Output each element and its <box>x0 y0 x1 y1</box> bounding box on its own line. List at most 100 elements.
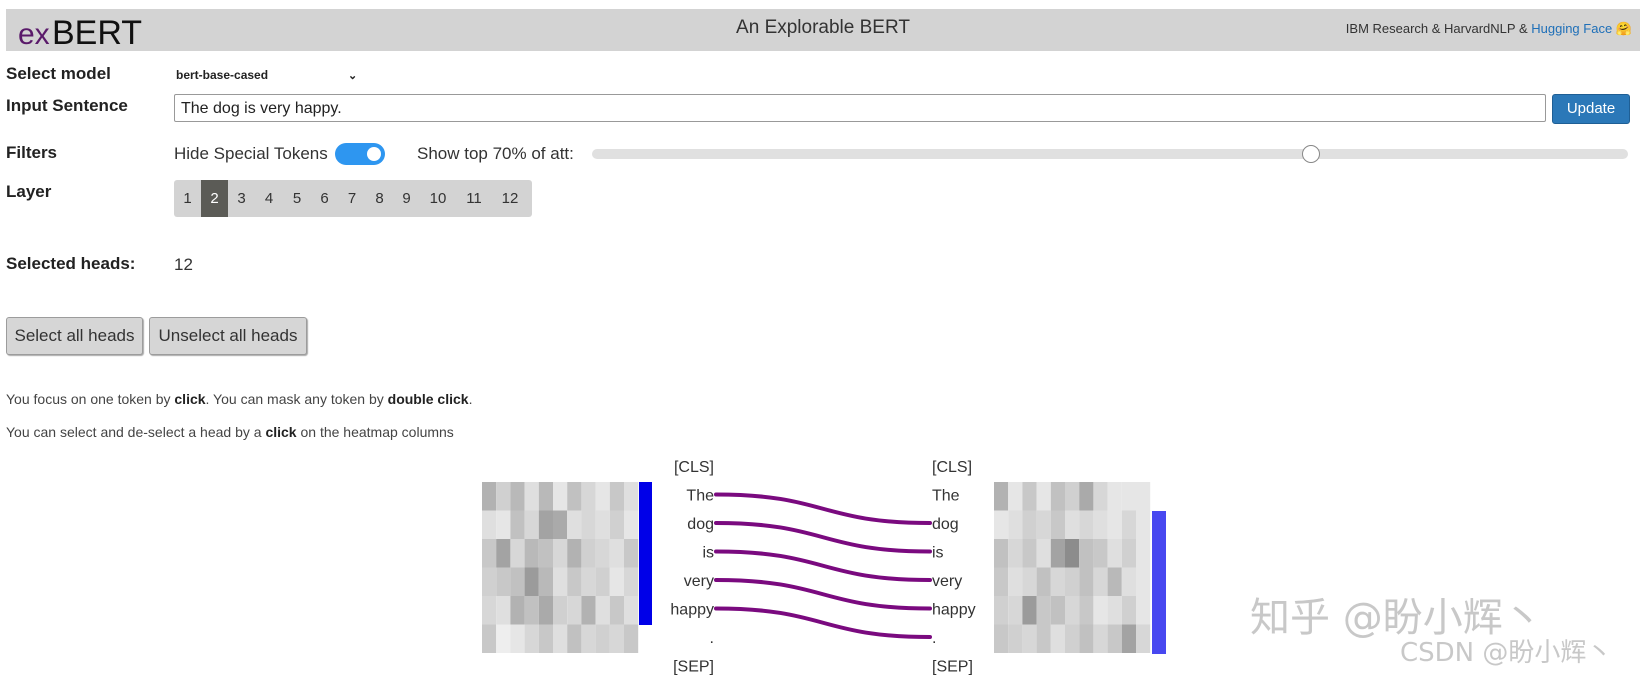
right-heatmap-cell[interactable] <box>1121 567 1136 597</box>
left-heatmap-cell[interactable] <box>624 567 639 597</box>
left-heatmap-cell[interactable] <box>567 482 582 511</box>
right-heatmap-cell[interactable] <box>1079 624 1094 654</box>
left-heatmap-cell[interactable] <box>524 510 539 540</box>
layer-button-9[interactable]: 9 <box>402 190 411 207</box>
left-token[interactable]: dog <box>687 516 714 533</box>
left-heatmap-cell[interactable] <box>524 539 539 568</box>
right-heatmap-cell[interactable] <box>994 510 1009 540</box>
right-heatmap-cell[interactable] <box>1008 567 1023 597</box>
left-heatmap-cell[interactable] <box>595 596 610 625</box>
left-heatmap-cell[interactable] <box>510 482 525 511</box>
left-heatmap-cell[interactable] <box>553 539 568 568</box>
left-heatmap-cell[interactable] <box>524 596 539 625</box>
right-heatmap-cell[interactable] <box>994 482 1009 511</box>
left-token[interactable]: is <box>702 545 714 562</box>
left-heatmap-cell[interactable] <box>567 510 582 540</box>
right-heatmap-cell[interactable] <box>1093 596 1108 625</box>
right-heatmap-cell[interactable] <box>1079 482 1094 511</box>
left-heatmap-cell[interactable] <box>510 624 525 654</box>
layer-button-4[interactable]: 4 <box>264 190 274 207</box>
right-heatmap-cell[interactable] <box>1093 510 1108 540</box>
right-heatmap-cell[interactable] <box>1093 539 1108 568</box>
left-heatmap-cell[interactable] <box>553 510 568 540</box>
left-heatmap-cell[interactable] <box>538 539 553 568</box>
left-heatmap-cell[interactable] <box>496 539 511 568</box>
right-token[interactable]: dog <box>932 516 959 533</box>
layer-button-12[interactable]: 12 <box>501 190 519 207</box>
layer-button-11[interactable]: 11 <box>466 190 482 207</box>
left-heatmap-cell[interactable] <box>496 624 511 654</box>
right-token[interactable]: The <box>932 488 960 505</box>
right-heatmap-cell[interactable] <box>1050 624 1065 654</box>
sentence-input[interactable]: The dog is very happy. <box>174 94 1546 122</box>
left-heatmap-cell[interactable] <box>496 567 511 597</box>
right-heatmap-cell[interactable] <box>1107 596 1122 625</box>
left-heatmap-cell[interactable] <box>595 624 610 654</box>
left-heatmap-cell[interactable] <box>581 624 596 654</box>
left-heatmap-cell[interactable] <box>581 539 596 568</box>
right-heatmap-cell[interactable] <box>1050 482 1065 511</box>
left-heatmap-cell[interactable] <box>538 596 553 625</box>
right-token[interactable]: very <box>932 573 962 590</box>
right-token[interactable]: [SEP] <box>932 659 973 676</box>
left-token[interactable]: [SEP] <box>673 659 714 676</box>
model-select[interactable]: bert-base-cased ⌄ <box>176 68 357 82</box>
right-heatmap-cell[interactable] <box>1065 482 1080 511</box>
layer-button-6[interactable]: 6 <box>320 190 329 207</box>
left-heatmap-cell[interactable] <box>581 567 596 597</box>
right-heatmap-cell[interactable] <box>1050 510 1065 540</box>
layer-button-10[interactable]: 10 <box>429 190 447 207</box>
left-heatmap-cell[interactable] <box>553 567 568 597</box>
left-heatmap-cell[interactable] <box>609 539 624 568</box>
right-heatmap-cell[interactable] <box>1121 539 1136 568</box>
left-heatmap-cell[interactable] <box>510 539 525 568</box>
right-heatmap-cell[interactable] <box>1136 482 1151 511</box>
left-heatmap-cell[interactable] <box>624 482 639 511</box>
left-token[interactable]: The <box>686 488 714 505</box>
layer-button-1[interactable]: 1 <box>183 190 192 207</box>
left-heatmap-cell[interactable] <box>595 510 610 540</box>
left-heatmap-cell[interactable] <box>609 567 624 597</box>
left-token[interactable]: . <box>710 630 714 647</box>
left-heatmap-cell[interactable] <box>609 596 624 625</box>
right-heatmap-cell[interactable] <box>1121 510 1136 540</box>
left-heatmap-cell[interactable] <box>553 624 568 654</box>
left-heatmap-cell[interactable] <box>538 567 553 597</box>
left-heatmap-cell[interactable] <box>482 510 497 540</box>
left-heatmap-cell[interactable] <box>482 624 497 654</box>
top-att-slider[interactable] <box>592 149 1628 159</box>
left-heatmap-cell[interactable] <box>609 482 624 511</box>
left-heatmap-cell[interactable] <box>482 567 497 597</box>
right-heatmap-cell[interactable] <box>1008 510 1023 540</box>
right-heatmap-cell[interactable] <box>1136 510 1151 540</box>
right-heatmap-cell[interactable] <box>1065 624 1080 654</box>
right-heatmap-cell[interactable] <box>1008 482 1023 511</box>
right-heatmap-cell[interactable] <box>1036 510 1051 540</box>
left-heatmap-cell[interactable] <box>624 539 639 568</box>
right-heatmap-cell[interactable] <box>1022 567 1037 597</box>
left-heatmap-cell[interactable] <box>609 510 624 540</box>
right-heatmap-cell[interactable] <box>1008 596 1023 625</box>
right-heatmap-cell[interactable] <box>1065 510 1080 540</box>
right-heatmap-cell[interactable] <box>1079 596 1094 625</box>
left-heatmap-cell[interactable] <box>624 596 639 625</box>
left-heatmap-cell[interactable] <box>553 482 568 511</box>
right-heatmap-cell[interactable] <box>1036 596 1051 625</box>
right-heatmap-cell[interactable] <box>1136 567 1151 597</box>
right-heatmap-cell[interactable] <box>1036 482 1051 511</box>
right-heatmap-cell[interactable] <box>1107 567 1122 597</box>
right-token[interactable]: . <box>932 630 936 647</box>
right-heatmap-cell[interactable] <box>1136 624 1151 654</box>
left-heatmap-cell[interactable] <box>595 482 610 511</box>
right-heatmap-cell[interactable] <box>1121 596 1136 625</box>
unselect-all-heads-button[interactable]: Unselect all heads <box>149 317 307 355</box>
right-heatmap-cell[interactable] <box>1022 482 1037 511</box>
left-heatmap-cell[interactable] <box>524 482 539 511</box>
right-token[interactable]: is <box>932 545 944 562</box>
right-heatmap-cell[interactable] <box>1079 539 1094 568</box>
right-heatmap-cell[interactable] <box>1050 567 1065 597</box>
left-heatmap-cell[interactable] <box>581 596 596 625</box>
right-heatmap-cell[interactable] <box>994 624 1009 654</box>
layer-button-7[interactable]: 7 <box>347 190 357 207</box>
right-heatmap-cell[interactable] <box>994 539 1009 568</box>
